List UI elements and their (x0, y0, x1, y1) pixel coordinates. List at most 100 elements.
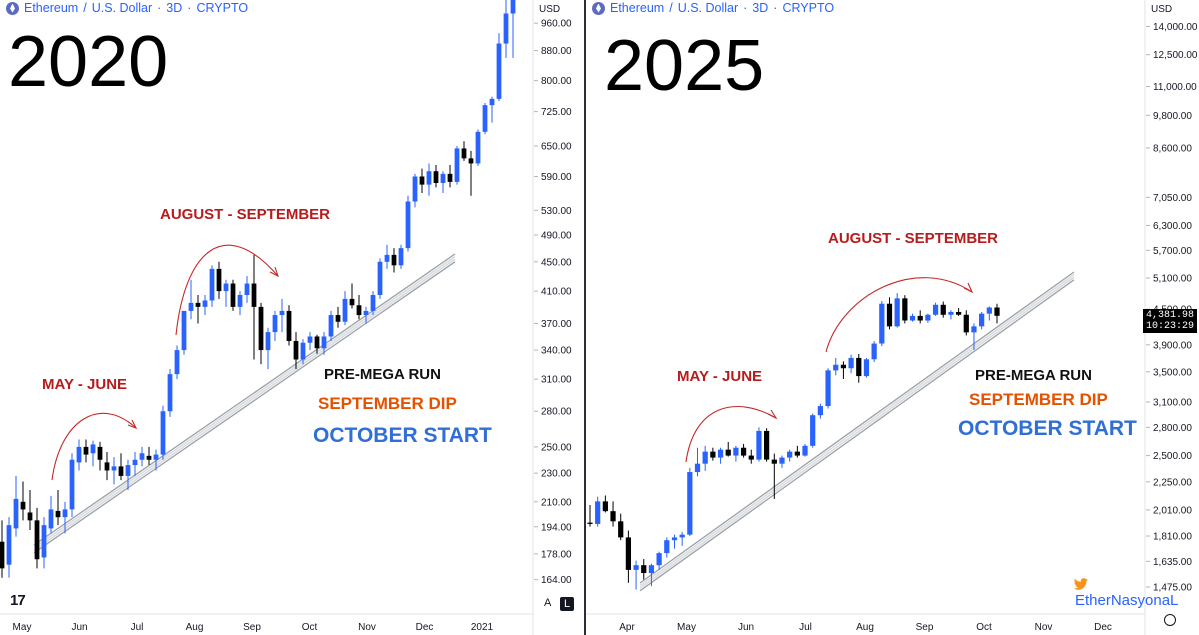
x-tick-label: May (13, 622, 32, 633)
annotation-arc (175, 244, 279, 336)
right-chart-canvas[interactable]: USD 14,000.00 12,500.00 11,000.00 9,800.00 8,… (586, 0, 1199, 635)
candle-body (34, 520, 40, 560)
annotation-arrowhead (963, 282, 974, 294)
last-price-value: 4,381.98 (1146, 309, 1195, 321)
candle-body (265, 332, 271, 351)
candle-body (174, 350, 180, 375)
candle-body (971, 326, 977, 333)
candle-body (0, 541, 5, 569)
candle-body (702, 451, 708, 464)
settings-gear-icon[interactable] (1164, 614, 1176, 626)
y-tick-label: 2,250.00 (1153, 477, 1192, 488)
y-tick-label: 590.00 (541, 172, 572, 183)
candle-body (848, 357, 854, 369)
left-header-interval: 3D (166, 1, 183, 15)
candle-body (279, 310, 285, 316)
candle-body (725, 449, 731, 456)
candle-body (69, 459, 75, 510)
candle-body (62, 509, 68, 518)
candle-body (671, 537, 678, 541)
candle-body (188, 302, 194, 311)
candle-body (475, 131, 481, 164)
candle-body (664, 540, 670, 554)
candle-body (230, 283, 236, 307)
candle-body (398, 248, 404, 266)
y-tick-label: 310.00 (541, 375, 572, 386)
candle-body (48, 509, 54, 529)
candle-body (426, 171, 432, 185)
y-tick-label: 178.00 (541, 549, 572, 560)
x-tick-label: Jun (738, 622, 754, 633)
annotation-arrowhead (269, 266, 279, 278)
candle-body (894, 298, 900, 327)
x-tick-label: Sep (243, 622, 261, 633)
right-symbol-header[interactable]: Ethereum / U.S. Dollar · 3D · CRYPTO (592, 1, 834, 15)
y-tick-label: 230.00 (541, 469, 572, 480)
y-tick-label: 9,800.00 (1153, 111, 1192, 122)
candle-body (787, 451, 793, 458)
candle-body (244, 283, 250, 295)
candle-body (756, 430, 762, 460)
currency-label: USD (1151, 4, 1172, 15)
x-tick-label: Apr (619, 622, 635, 633)
x-tick-label: Aug (186, 622, 204, 633)
candle-body (160, 411, 166, 455)
y-tick-label: 2,010.00 (1153, 505, 1192, 516)
x-tick-label: Oct (302, 622, 318, 633)
candle-body (195, 302, 201, 307)
candle-body (146, 455, 152, 460)
y-tick-label: 490.00 (541, 230, 572, 241)
trendline-channel (639, 271, 1075, 584)
candle-body (139, 453, 145, 460)
x-tick-label: Nov (358, 622, 376, 633)
candle-body (863, 359, 870, 377)
candle-body (510, 0, 516, 14)
y-tick-label: 194.00 (541, 522, 572, 533)
twitter-bird-icon (1073, 578, 1089, 590)
log-scale-button[interactable]: L (560, 597, 575, 611)
trendline-channel (33, 261, 456, 554)
author-watermark: EtherNasyonaL (1075, 592, 1179, 609)
candle-body (118, 466, 124, 476)
candle-body (468, 158, 474, 164)
left-chart-canvas[interactable]: USD 960.00 880.00 800.00 725.00 650.00 590.00 5… (0, 0, 584, 635)
candle-body (223, 283, 229, 292)
candle-body (307, 336, 313, 343)
candle-body (902, 298, 908, 321)
candle-body (932, 304, 939, 315)
left-symbol-header[interactable]: Ethereum / U.S. Dollar · 3D · CRYPTO (6, 1, 248, 15)
trendline-channel (33, 253, 456, 546)
trendline-channel (639, 273, 1075, 587)
trendline-channel (639, 276, 1075, 589)
candle-body (6, 525, 12, 565)
candle-body (251, 283, 257, 307)
candle-body (90, 444, 96, 454)
right-header-symbol: Ethereum (610, 1, 665, 15)
candle-body (258, 306, 264, 351)
y-tick-label: 1,635.00 (1153, 557, 1192, 568)
candle-body (496, 43, 502, 99)
annotation-may-june: MAY - JUNE (42, 376, 127, 393)
auto-scale-button[interactable]: A (544, 597, 552, 609)
right-chart-panel: Ethereum / U.S. Dollar · 3D · CRYPTO 202… (586, 0, 1199, 635)
candle-body (412, 176, 418, 202)
candle-body (986, 307, 992, 314)
candle-body (733, 447, 739, 456)
candle-body (963, 314, 969, 333)
candle-body (20, 501, 26, 510)
candle-body (13, 498, 19, 529)
candle-body (55, 510, 61, 518)
bar-countdown: 10:23:29 (1146, 320, 1195, 332)
candle-body (202, 300, 208, 307)
right-header-quote: U.S. Dollar (677, 1, 739, 15)
candle-body (370, 294, 376, 311)
tradingview-logo[interactable]: 17 (10, 592, 26, 609)
candle-body (979, 313, 985, 327)
right-year-label: 2025 (604, 26, 765, 106)
candle-body (748, 455, 754, 460)
x-tick-label: Dec (416, 622, 434, 633)
candle-body (633, 565, 639, 570)
candle-body (587, 522, 593, 524)
candle-body (656, 553, 662, 566)
candle-body (97, 446, 103, 460)
